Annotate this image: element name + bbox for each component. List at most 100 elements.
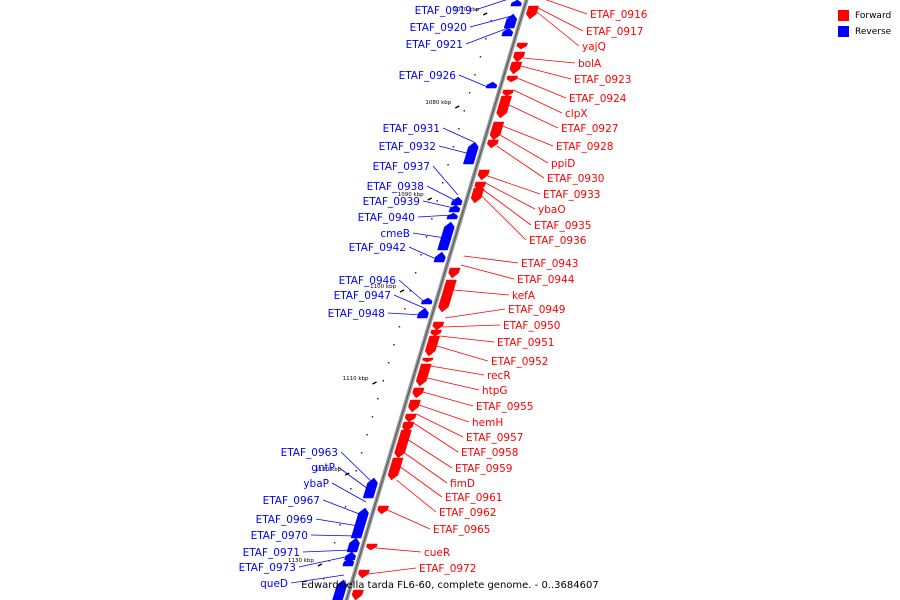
forward-gene-label[interactable]: ETAF_0955 bbox=[476, 401, 533, 413]
forward-gene-label[interactable]: hemH bbox=[472, 417, 503, 429]
forward-gene-feature[interactable] bbox=[358, 569, 370, 579]
reverse-gene-label[interactable]: queD bbox=[260, 578, 288, 590]
forward-gene-feature[interactable] bbox=[430, 329, 442, 337]
forward-gene-feature[interactable] bbox=[394, 429, 412, 459]
forward-gene-label[interactable]: ETAF_0927 bbox=[561, 123, 618, 135]
forward-gene-label[interactable]: fimD bbox=[450, 478, 475, 490]
reverse-gene-feature[interactable] bbox=[462, 141, 479, 165]
forward-gene-label[interactable]: ybaO bbox=[538, 204, 566, 216]
reverse-gene-label[interactable]: ETAF_0932 bbox=[379, 141, 436, 153]
reverse-gene-label[interactable]: ETAF_0948 bbox=[328, 308, 385, 320]
reverse-gene-label[interactable]: ETAF_0940 bbox=[358, 212, 415, 224]
forward-gene-label[interactable]: ETAF_0958 bbox=[461, 447, 518, 459]
reverse-gene-feature[interactable] bbox=[437, 221, 455, 251]
reverse-gene-feature[interactable] bbox=[346, 537, 360, 553]
forward-gene-feature[interactable] bbox=[526, 5, 540, 20]
forward-gene-label[interactable]: htpG bbox=[482, 385, 508, 397]
forward-gene-label[interactable]: ETAF_0935 bbox=[534, 220, 591, 232]
reverse-gene-feature[interactable] bbox=[501, 27, 514, 37]
reverse-gene-feature[interactable] bbox=[344, 551, 356, 561]
forward-gene-feature[interactable] bbox=[408, 399, 421, 413]
reverse-gene-label[interactable]: ETAF_0939 bbox=[363, 196, 420, 208]
forward-gene-label[interactable]: kefA bbox=[512, 290, 536, 302]
forward-gene-feature[interactable] bbox=[509, 61, 523, 75]
reverse-gene-feature[interactable] bbox=[448, 204, 461, 213]
reverse-gene-label[interactable]: ETAF_0971 bbox=[243, 547, 300, 559]
forward-gene-feature[interactable] bbox=[496, 95, 513, 119]
forward-gene-label[interactable]: ETAF_0950 bbox=[503, 320, 560, 332]
reverse-gene-feature[interactable] bbox=[446, 212, 458, 220]
forward-gene-label[interactable]: ETAF_0936 bbox=[529, 235, 587, 247]
forward-gene-label[interactable]: ETAF_0951 bbox=[497, 337, 554, 349]
forward-gene-label[interactable]: ETAF_0928 bbox=[556, 141, 613, 153]
reverse-gene-label[interactable]: ETAF_0947 bbox=[334, 290, 391, 302]
forward-gene-feature[interactable] bbox=[424, 335, 441, 357]
forward-gene-feature[interactable] bbox=[516, 42, 528, 50]
forward-gene-label[interactable]: bolA bbox=[578, 58, 602, 70]
forward-gene-label[interactable]: ppiD bbox=[551, 158, 575, 170]
reverse-gene-label[interactable]: ETAF_0919 bbox=[415, 5, 472, 17]
reverse-gene-label[interactable]: ETAF_0920 bbox=[410, 22, 467, 34]
reverse-gene-feature[interactable] bbox=[420, 297, 433, 305]
forward-gene-feature[interactable] bbox=[432, 321, 445, 331]
forward-gene-label[interactable]: yajQ bbox=[582, 41, 606, 53]
forward-gene-label[interactable]: ETAF_0965 bbox=[433, 524, 490, 536]
reverse-gene-label[interactable]: ETAF_0946 bbox=[339, 275, 397, 287]
forward-gene-feature[interactable] bbox=[489, 121, 505, 141]
forward-gene-feature[interactable] bbox=[377, 505, 390, 515]
reverse-gene-feature[interactable] bbox=[362, 477, 378, 499]
forward-gene-label[interactable]: ETAF_0952 bbox=[491, 356, 548, 368]
forward-gene-label[interactable]: ETAF_0930 bbox=[547, 173, 604, 185]
reverse-gene-feature[interactable] bbox=[503, 13, 518, 29]
forward-gene-feature[interactable] bbox=[422, 357, 434, 363]
reverse-gene-feature[interactable] bbox=[416, 307, 429, 319]
forward-gene-feature[interactable] bbox=[487, 139, 499, 149]
reverse-gene-label[interactable]: ETAF_0937 bbox=[373, 161, 430, 173]
forward-gene-label[interactable]: ETAF_0923 bbox=[574, 74, 631, 86]
forward-gene-feature[interactable] bbox=[470, 187, 485, 204]
reverse-gene-label[interactable]: ETAF_0942 bbox=[349, 242, 406, 254]
reverse-gene-label[interactable]: ETAF_0973 bbox=[239, 562, 296, 574]
forward-gene-feature[interactable] bbox=[502, 89, 514, 97]
reverse-gene-label[interactable]: ETAF_0967 bbox=[263, 495, 320, 507]
reverse-gene-label[interactable]: gntP bbox=[311, 462, 335, 474]
reverse-gene-feature[interactable] bbox=[450, 196, 463, 206]
reverse-gene-feature[interactable] bbox=[350, 507, 369, 539]
forward-gene-feature[interactable] bbox=[415, 363, 432, 387]
reverse-gene-label[interactable]: ETAF_0926 bbox=[399, 70, 457, 82]
reverse-gene-feature[interactable] bbox=[342, 557, 355, 567]
reverse-gene-label[interactable]: ETAF_0931 bbox=[383, 123, 440, 135]
forward-gene-label[interactable]: ETAF_0916 bbox=[590, 9, 648, 21]
forward-gene-label[interactable]: ETAF_0957 bbox=[466, 432, 523, 444]
reverse-gene-feature[interactable] bbox=[433, 251, 446, 263]
reverse-gene-feature[interactable] bbox=[510, 0, 522, 7]
forward-gene-label[interactable]: cueR bbox=[424, 547, 450, 559]
forward-gene-feature[interactable] bbox=[402, 421, 415, 433]
reverse-gene-label[interactable]: cmeB bbox=[380, 228, 410, 240]
forward-gene-feature[interactable] bbox=[513, 51, 526, 63]
forward-gene-label[interactable]: ETAF_0924 bbox=[569, 93, 627, 105]
forward-gene-label[interactable]: ETAF_0944 bbox=[517, 274, 575, 286]
forward-gene-label[interactable]: ETAF_0933 bbox=[543, 189, 600, 201]
forward-gene-feature[interactable] bbox=[506, 75, 519, 83]
reverse-gene-label[interactable]: ETAF_0963 bbox=[281, 447, 338, 459]
forward-gene-label[interactable]: ETAF_0917 bbox=[586, 26, 643, 38]
reverse-gene-label[interactable]: ETAF_0921 bbox=[406, 39, 463, 51]
forward-gene-label[interactable]: ETAF_0961 bbox=[445, 492, 502, 504]
forward-gene-label[interactable]: ETAF_0943 bbox=[521, 258, 578, 270]
forward-gene-label[interactable]: ETAF_0949 bbox=[508, 304, 565, 316]
forward-gene-label[interactable]: ETAF_0972 bbox=[419, 563, 476, 575]
forward-gene-feature[interactable] bbox=[412, 387, 425, 399]
reverse-gene-label[interactable]: ybaP bbox=[303, 478, 329, 490]
forward-gene-label[interactable]: recR bbox=[487, 370, 511, 382]
reverse-gene-feature[interactable] bbox=[332, 579, 348, 600]
reverse-gene-label[interactable]: ETAF_0938 bbox=[367, 181, 424, 193]
forward-gene-feature[interactable] bbox=[477, 169, 490, 181]
reverse-gene-label[interactable]: ETAF_0970 bbox=[251, 530, 308, 542]
forward-gene-feature[interactable] bbox=[366, 543, 378, 551]
reverse-gene-label[interactable]: ETAF_0969 bbox=[256, 514, 313, 526]
forward-gene-feature[interactable] bbox=[404, 413, 417, 423]
forward-gene-feature[interactable] bbox=[387, 457, 404, 481]
forward-gene-feature[interactable] bbox=[351, 589, 364, 600]
forward-gene-feature[interactable] bbox=[448, 267, 461, 279]
